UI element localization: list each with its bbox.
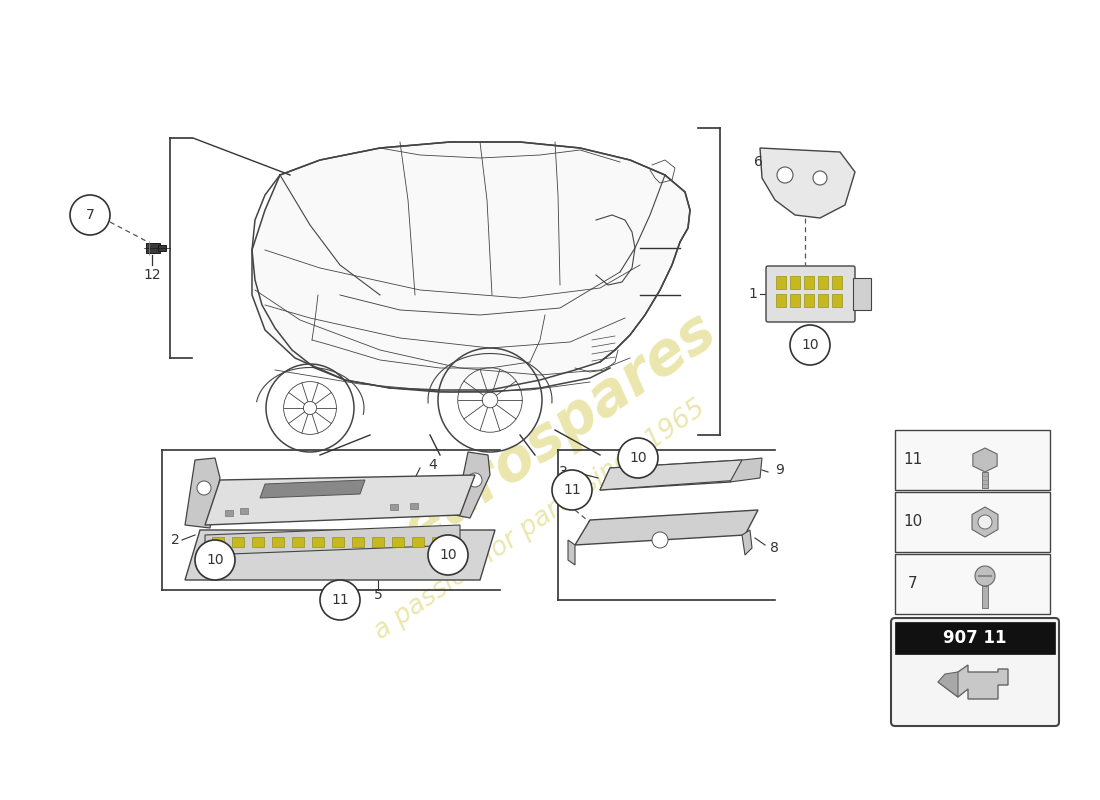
Bar: [158, 245, 166, 251]
Bar: [776, 276, 786, 289]
Bar: [390, 504, 398, 510]
Polygon shape: [938, 672, 958, 697]
Bar: [895, 622, 1055, 654]
Bar: [804, 276, 814, 289]
Text: 1: 1: [749, 287, 758, 301]
Polygon shape: [760, 148, 855, 218]
Text: 10: 10: [629, 451, 647, 465]
Circle shape: [652, 532, 668, 548]
Circle shape: [197, 481, 211, 495]
Circle shape: [777, 167, 793, 183]
Polygon shape: [730, 458, 762, 482]
Circle shape: [320, 580, 360, 620]
Text: 10: 10: [206, 553, 223, 567]
FancyBboxPatch shape: [766, 266, 855, 322]
Bar: [818, 294, 828, 307]
Text: a passion for parts since 1965: a passion for parts since 1965: [370, 395, 711, 645]
Polygon shape: [938, 665, 1008, 699]
Bar: [272, 537, 284, 547]
Bar: [392, 537, 404, 547]
Bar: [790, 294, 800, 307]
Bar: [432, 537, 444, 547]
Polygon shape: [568, 540, 575, 565]
Text: 4: 4: [428, 458, 437, 472]
Bar: [372, 537, 384, 547]
Bar: [410, 503, 418, 509]
Bar: [226, 510, 233, 516]
Circle shape: [195, 540, 235, 580]
Text: 8: 8: [770, 541, 779, 555]
FancyBboxPatch shape: [891, 618, 1059, 726]
Polygon shape: [742, 530, 752, 555]
Bar: [895, 554, 1050, 614]
Circle shape: [468, 473, 482, 487]
Text: 5: 5: [374, 588, 383, 602]
Text: 11: 11: [331, 593, 349, 607]
Bar: [832, 276, 842, 289]
Bar: [146, 243, 160, 253]
Circle shape: [975, 566, 996, 586]
Polygon shape: [185, 530, 495, 580]
Text: 9: 9: [776, 463, 784, 477]
Text: 907 11: 907 11: [944, 629, 1006, 647]
Bar: [412, 537, 424, 547]
Text: 6: 6: [754, 155, 762, 169]
Bar: [982, 586, 988, 608]
Polygon shape: [455, 452, 490, 518]
Bar: [982, 472, 988, 488]
Circle shape: [70, 195, 110, 235]
Bar: [232, 537, 244, 547]
Bar: [895, 492, 1050, 552]
Text: 12: 12: [143, 268, 161, 282]
Bar: [832, 294, 842, 307]
Bar: [292, 537, 304, 547]
Text: 11: 11: [563, 483, 581, 497]
Polygon shape: [185, 458, 220, 528]
Polygon shape: [972, 507, 998, 537]
Polygon shape: [972, 448, 997, 472]
Polygon shape: [205, 475, 475, 525]
Text: 10: 10: [439, 548, 456, 562]
Polygon shape: [252, 142, 690, 390]
Bar: [212, 537, 224, 547]
Circle shape: [618, 438, 658, 478]
Bar: [852, 278, 871, 310]
Text: 7: 7: [86, 208, 95, 222]
Bar: [818, 276, 828, 289]
Polygon shape: [600, 460, 742, 490]
Bar: [312, 537, 324, 547]
Bar: [804, 294, 814, 307]
Circle shape: [552, 470, 592, 510]
Text: 2: 2: [170, 533, 179, 547]
Bar: [776, 294, 786, 307]
Bar: [790, 276, 800, 289]
Text: 11: 11: [903, 453, 923, 467]
Circle shape: [428, 535, 468, 575]
Text: 3: 3: [559, 465, 568, 479]
Bar: [240, 508, 248, 514]
Polygon shape: [205, 525, 460, 555]
Text: eurospares: eurospares: [393, 301, 727, 559]
Circle shape: [813, 171, 827, 185]
Text: 7: 7: [909, 577, 917, 591]
Text: 10: 10: [903, 514, 923, 530]
Polygon shape: [260, 480, 365, 498]
Polygon shape: [600, 460, 742, 490]
Polygon shape: [575, 510, 758, 545]
Bar: [252, 537, 264, 547]
Circle shape: [790, 325, 830, 365]
Bar: [895, 430, 1050, 490]
Text: 10: 10: [801, 338, 818, 352]
Bar: [352, 537, 364, 547]
Circle shape: [978, 515, 992, 529]
Bar: [332, 537, 344, 547]
